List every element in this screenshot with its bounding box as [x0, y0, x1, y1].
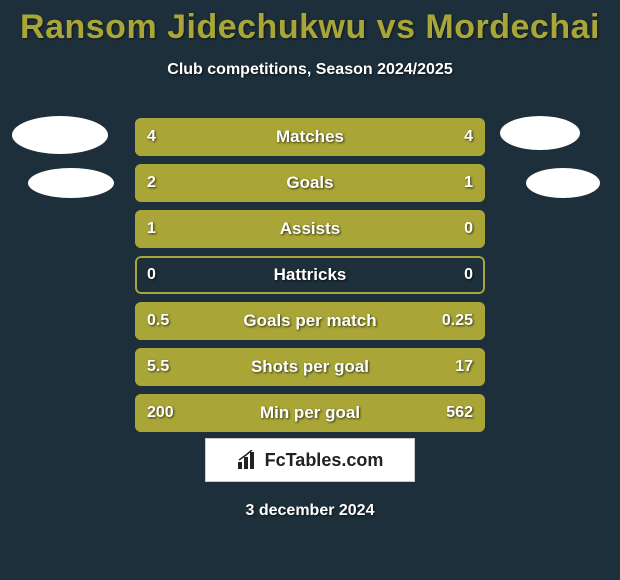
- stat-row: 5.517Shots per goal: [135, 348, 485, 386]
- stat-row: 10Assists: [135, 210, 485, 248]
- placeholder-ellipse: [526, 168, 600, 198]
- stat-label: Shots per goal: [135, 348, 485, 386]
- stat-label: Goals: [135, 164, 485, 202]
- stat-row: 0.50.25Goals per match: [135, 302, 485, 340]
- source-logo: FcTables.com: [205, 438, 415, 482]
- placeholder-ellipse: [500, 116, 580, 150]
- chart-icon: [237, 450, 259, 470]
- comparison-infographic: Ransom Jidechukwu vs Mordechai Club comp…: [0, 0, 620, 580]
- stat-label: Min per goal: [135, 394, 485, 432]
- stat-row: 21Goals: [135, 164, 485, 202]
- stat-label: Matches: [135, 118, 485, 156]
- stat-label: Assists: [135, 210, 485, 248]
- stat-row: 00Hattricks: [135, 256, 485, 294]
- stats-container: 44Matches 21Goals 10Assists 00Hattricks 0.50…: [135, 118, 485, 440]
- source-logo-text: FcTables.com: [265, 450, 384, 471]
- page-subtitle: Club competitions, Season 2024/2025: [0, 61, 620, 79]
- stat-label: Goals per match: [135, 302, 485, 340]
- footer-date: 3 december 2024: [0, 502, 620, 520]
- placeholder-ellipse: [28, 168, 114, 198]
- stat-label: Hattricks: [135, 256, 485, 294]
- stat-row: 200562Min per goal: [135, 394, 485, 432]
- page-title: Ransom Jidechukwu vs Mordechai: [0, 0, 620, 47]
- placeholder-ellipse: [12, 116, 108, 154]
- stat-row: 44Matches: [135, 118, 485, 156]
